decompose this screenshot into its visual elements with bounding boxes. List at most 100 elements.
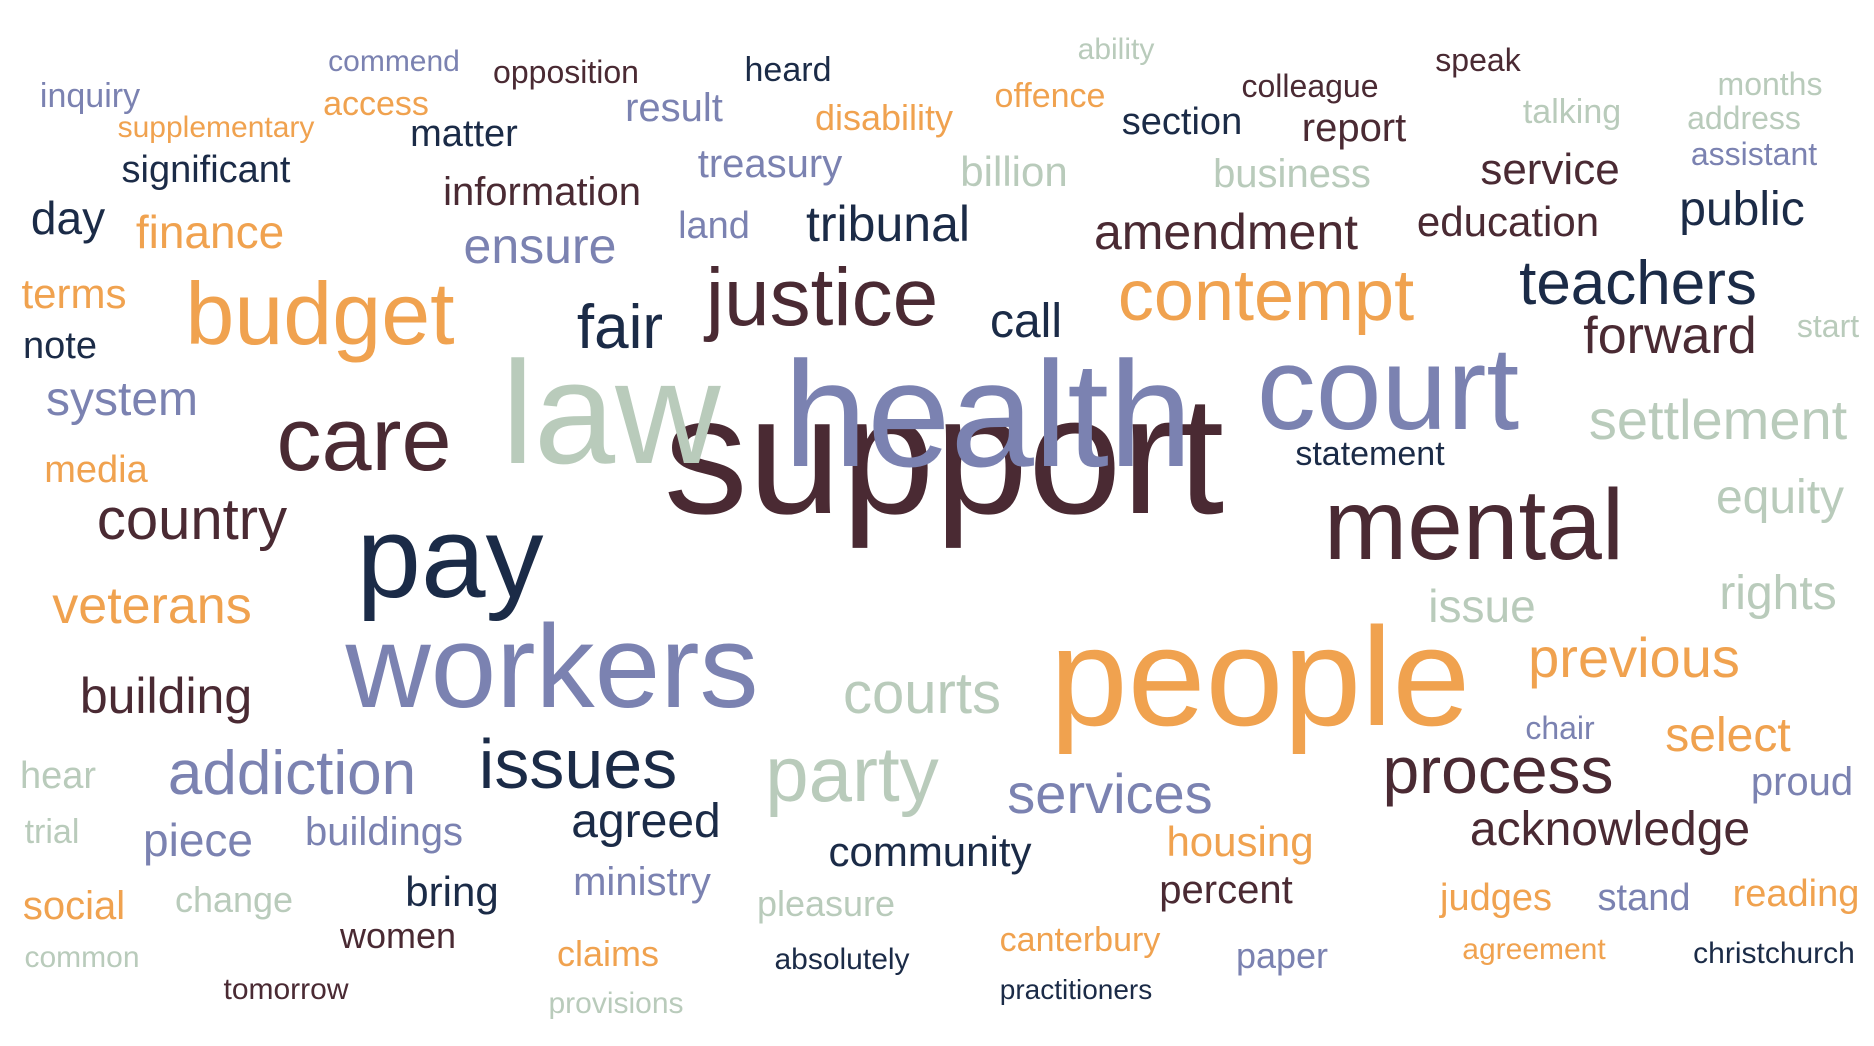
word-christchurch: christchurch bbox=[1693, 937, 1855, 970]
word-commend: commend bbox=[328, 45, 460, 78]
word-court: court bbox=[1256, 323, 1520, 455]
word-inquiry: inquiry bbox=[39, 77, 141, 115]
word-media: media bbox=[44, 449, 148, 491]
word-tomorrow: tomorrow bbox=[223, 973, 349, 1006]
word-note: note bbox=[23, 325, 97, 367]
word-hear: hear bbox=[19, 755, 97, 797]
word-teachers: teachers bbox=[1519, 249, 1757, 318]
word-women: women bbox=[339, 915, 457, 956]
word-mental: mental bbox=[1323, 469, 1625, 581]
word-workers: workers bbox=[345, 601, 759, 733]
word-reading: reading bbox=[1732, 873, 1860, 915]
word-heard: heard bbox=[744, 51, 832, 89]
word-significant: significant bbox=[121, 149, 291, 191]
word-change: change bbox=[174, 879, 294, 920]
word-service: service bbox=[1480, 145, 1620, 194]
word-speak: speak bbox=[1435, 42, 1521, 78]
word-justice: justice bbox=[705, 252, 939, 343]
word-fair: fair bbox=[576, 293, 664, 362]
word-months: months bbox=[1717, 66, 1823, 102]
word-previous: previous bbox=[1528, 626, 1740, 689]
word-section: section bbox=[1121, 101, 1243, 143]
word-forward: forward bbox=[1583, 307, 1757, 365]
word-ability: ability bbox=[1077, 33, 1155, 66]
word-disability: disability bbox=[814, 97, 954, 138]
word-select: select bbox=[1665, 709, 1791, 762]
word-talking: talking bbox=[1522, 93, 1622, 131]
word-trial: trial bbox=[24, 813, 80, 851]
word-claims: claims bbox=[556, 933, 660, 974]
word-issue: issue bbox=[1428, 580, 1536, 632]
word-party: party bbox=[765, 730, 939, 818]
word-opposition: opposition bbox=[493, 54, 639, 90]
word-care: care bbox=[276, 390, 452, 490]
word-chair: chair bbox=[1525, 710, 1595, 746]
word-result: result bbox=[625, 86, 723, 130]
word-buildings: buildings bbox=[305, 810, 463, 854]
word-process: process bbox=[1382, 733, 1614, 807]
word-country: country bbox=[96, 487, 288, 552]
word-bring: bring bbox=[405, 868, 499, 915]
word-health: health bbox=[783, 330, 1193, 498]
word-canterbury: canterbury bbox=[999, 921, 1161, 959]
word-information: information bbox=[443, 170, 641, 214]
word-rights: rights bbox=[1719, 567, 1837, 620]
word-access: access bbox=[323, 85, 429, 123]
word-matter: matter bbox=[410, 113, 518, 155]
word-supplementary: supplementary bbox=[117, 111, 315, 144]
word-agreement: agreement bbox=[1462, 933, 1606, 966]
word-judges: judges bbox=[1440, 877, 1552, 919]
word-address: address bbox=[1687, 100, 1801, 136]
word-services: services bbox=[1007, 762, 1213, 825]
word-call: call bbox=[989, 295, 1063, 348]
word-acknowledge: acknowledge bbox=[1469, 803, 1751, 856]
word-ensure: ensure bbox=[463, 218, 617, 274]
word-building: building bbox=[79, 668, 253, 724]
word-issues: issues bbox=[478, 725, 678, 803]
word-start: start bbox=[1796, 308, 1860, 344]
word-amendment: amendment bbox=[1093, 204, 1359, 260]
word-billion: billion bbox=[960, 148, 1068, 195]
word-agreed: agreed bbox=[571, 795, 721, 848]
word-social: social bbox=[22, 884, 126, 928]
word-day: day bbox=[30, 192, 106, 244]
word-land: land bbox=[678, 205, 750, 247]
word-pleasure: pleasure bbox=[756, 883, 896, 924]
word-housing: housing bbox=[1166, 818, 1314, 865]
word-piece: piece bbox=[143, 814, 253, 866]
word-addiction: addiction bbox=[167, 739, 417, 808]
word-business: business bbox=[1213, 152, 1371, 196]
word-assistant: assistant bbox=[1690, 136, 1818, 172]
word-system: system bbox=[45, 373, 199, 426]
word-support: support bbox=[663, 361, 1225, 549]
word-tribunal: tribunal bbox=[806, 196, 970, 252]
word-report: report bbox=[1301, 106, 1407, 150]
word-statement: statement bbox=[1295, 435, 1445, 473]
word-people: people bbox=[1049, 598, 1471, 755]
word-budget: budget bbox=[185, 264, 455, 363]
word-veterans: veterans bbox=[52, 577, 252, 635]
word-offence: offence bbox=[994, 77, 1106, 115]
word-settlement: settlement bbox=[1588, 388, 1848, 451]
word-pay: pay bbox=[356, 492, 544, 622]
word-courts: courts bbox=[843, 661, 1001, 726]
word-paper: paper bbox=[1235, 935, 1329, 976]
word-common: common bbox=[24, 941, 140, 974]
word-public: public bbox=[1679, 183, 1805, 236]
word-provisions: provisions bbox=[548, 987, 684, 1020]
word-community: community bbox=[828, 828, 1032, 875]
word-practitioners: practitioners bbox=[999, 974, 1153, 1005]
word-stand: stand bbox=[1597, 877, 1691, 919]
word-law: law bbox=[501, 331, 721, 494]
word-colleague: colleague bbox=[1241, 68, 1379, 104]
word-treasury: treasury bbox=[697, 142, 843, 186]
word-contempt: contempt bbox=[1117, 256, 1415, 336]
word-percent: percent bbox=[1159, 868, 1293, 912]
word-education: education bbox=[1416, 198, 1600, 245]
word-absolutely: absolutely bbox=[774, 943, 910, 976]
word-proud: proud bbox=[1750, 760, 1854, 804]
word-finance: finance bbox=[135, 206, 285, 258]
word-equity: equity bbox=[1715, 471, 1845, 524]
word-terms: terms bbox=[21, 270, 127, 317]
